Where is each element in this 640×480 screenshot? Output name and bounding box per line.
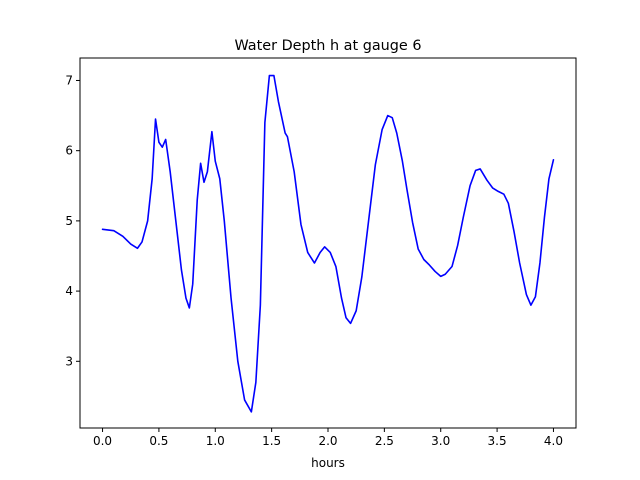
chart-title: Water Depth h at gauge 6 <box>234 38 421 54</box>
y-tick-label: 4 <box>65 284 73 298</box>
series-line-0 <box>101 74 555 413</box>
x-axis-label: hours <box>311 456 345 470</box>
x-tick-label: 2.5 <box>375 434 394 448</box>
y-tick-label: 5 <box>65 214 73 228</box>
x-tick-label: 2.0 <box>318 434 337 448</box>
x-tick-label: 0.5 <box>149 434 168 448</box>
plot-area: 0.0 0.5 1.0 1.5 2.0 2.5 3.0 3.5 4.0 3 4 5 6 7 <box>65 57 577 448</box>
y-tick-label: 6 <box>65 144 73 158</box>
y-tick-label: 7 <box>65 73 73 87</box>
y-tick-label: 3 <box>65 354 73 368</box>
x-tick-label: 1.5 <box>262 434 281 448</box>
x-tick-label: 3.0 <box>431 434 450 448</box>
x-tick-label: 0.0 <box>93 434 112 448</box>
x-tick-label: 4.0 <box>544 434 563 448</box>
x-tick-label: 3.5 <box>488 434 507 448</box>
x-tick-label: 1.0 <box>206 434 225 448</box>
